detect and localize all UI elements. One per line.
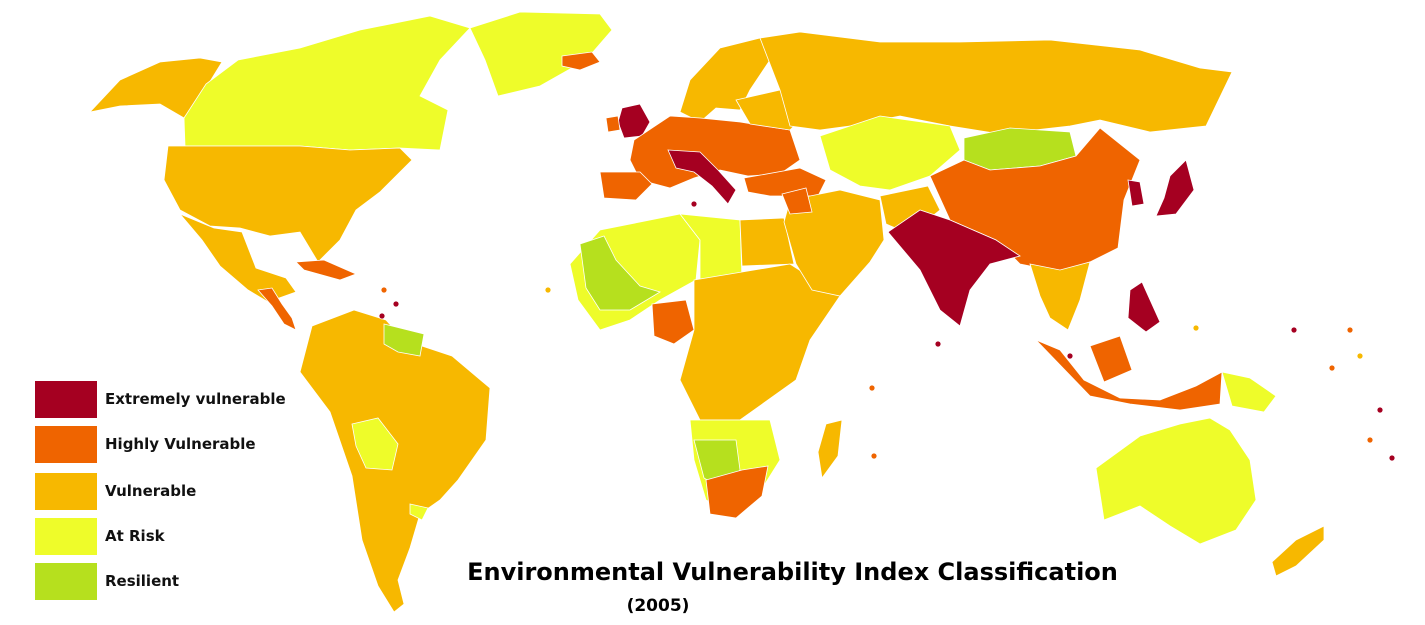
- region-indonesia: [1035, 339, 1223, 411]
- island-marker: [544, 286, 552, 294]
- region-uruguay: [409, 503, 429, 521]
- region-levant: [781, 187, 813, 215]
- region-south-america: [299, 309, 491, 613]
- legend-label: Vulnerable: [105, 482, 197, 500]
- island-marker: [1356, 352, 1364, 360]
- legend-swatch: [35, 381, 97, 418]
- region-central-america: [257, 287, 297, 331]
- region-iceland: [561, 51, 601, 71]
- region-united-states: [163, 145, 413, 263]
- legend-label: At Risk: [105, 527, 165, 545]
- map-title: Environmental Vulnerability Index Classi…: [467, 558, 1118, 586]
- region-borneo: [1089, 335, 1133, 383]
- island-marker: [934, 340, 942, 348]
- legend-item-highly-vulnerable: Highly Vulnerable: [35, 426, 335, 463]
- island-marker: [1192, 324, 1200, 332]
- island-marker: [1290, 326, 1298, 334]
- legend-swatch: [35, 518, 97, 555]
- region-egypt: [739, 217, 795, 267]
- island-marker: [870, 452, 878, 460]
- legend-item-extremely-vulnerable: Extremely vulnerable: [35, 381, 335, 418]
- region-cuba: [295, 259, 358, 281]
- island-marker: [1376, 406, 1384, 414]
- region-nigeria: [651, 299, 695, 345]
- region-africa: [569, 213, 843, 519]
- legend-swatch: [35, 563, 97, 600]
- region-mexico: [179, 213, 297, 303]
- region-italy-switzerland: [667, 149, 737, 205]
- island-marker: [392, 300, 400, 308]
- region-russia: [759, 31, 1233, 135]
- region-asia: [781, 115, 1277, 413]
- region-oceania: [1095, 417, 1325, 577]
- region-iberia: [599, 171, 653, 201]
- region-philippines: [1127, 281, 1161, 333]
- map-subtitle: (2005): [626, 596, 690, 616]
- region-guianas: [383, 323, 425, 357]
- island-marker: [1388, 454, 1396, 462]
- legend-label: Resilient: [105, 572, 180, 590]
- region-japan: [1155, 159, 1195, 217]
- island-marker: [868, 384, 876, 392]
- island-marker: [690, 200, 698, 208]
- small-island-states: [378, 200, 1396, 462]
- legend-swatch: [35, 426, 97, 463]
- island-marker: [1346, 326, 1354, 334]
- island-marker: [378, 312, 386, 320]
- region-middle-east: [783, 189, 885, 297]
- island-marker: [1366, 436, 1374, 444]
- region-alaska: [88, 57, 223, 119]
- legend-label: Extremely vulnerable: [105, 390, 286, 408]
- region-south-africa: [705, 465, 769, 519]
- region-bolivia: [351, 417, 399, 471]
- region-west-sahel: [579, 235, 661, 311]
- region-india: [887, 209, 1021, 327]
- region-ireland: [605, 115, 621, 133]
- region-scandinavia: [679, 37, 771, 123]
- legend-label: Highly Vulnerable: [105, 435, 256, 453]
- region-australia: [1095, 417, 1257, 545]
- legend-item-vulnerable: Vulnerable: [35, 473, 335, 510]
- region-north-america: [88, 11, 613, 331]
- island-marker: [1328, 364, 1336, 372]
- legend-item-resilient: Resilient: [35, 563, 335, 600]
- region-europe: [561, 31, 1233, 205]
- legend-swatch: [35, 473, 97, 510]
- region-papua-new-guinea: [1221, 371, 1277, 413]
- legend-item-at-risk: At Risk: [35, 518, 335, 555]
- island-marker: [1066, 352, 1074, 360]
- region-canada: [183, 15, 471, 151]
- region-madagascar: [817, 419, 843, 480]
- region-southeast-asia: [1029, 261, 1091, 331]
- region-korea: [1127, 179, 1145, 207]
- region-new-zealand: [1271, 525, 1325, 577]
- island-marker: [380, 286, 388, 294]
